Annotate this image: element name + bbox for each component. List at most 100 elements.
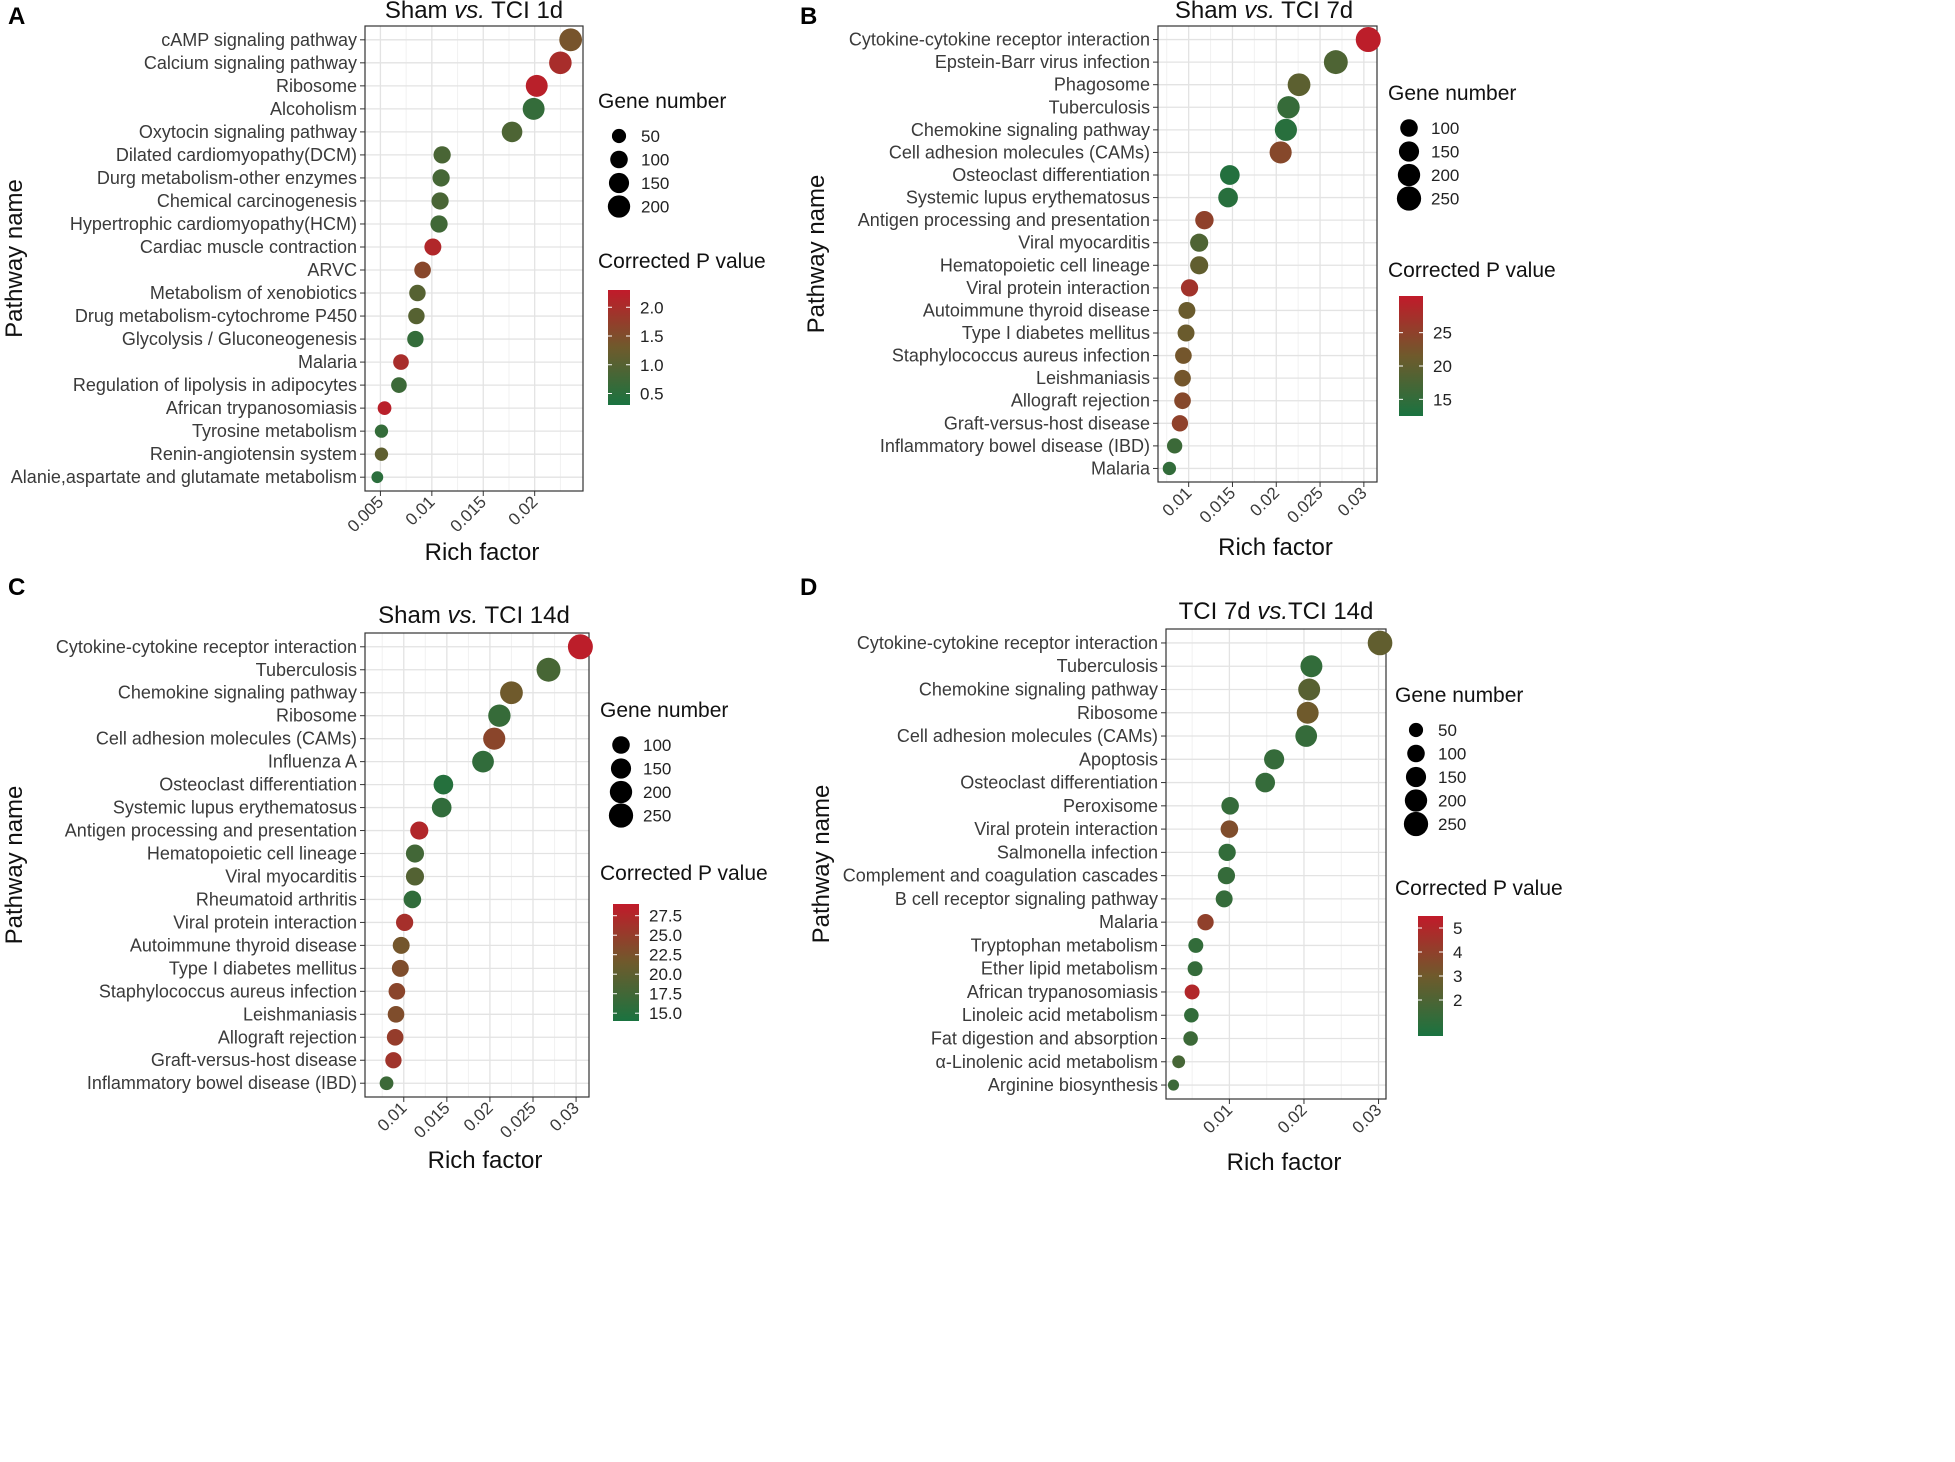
y-tick-label: Allograft rejection [218,1027,357,1047]
y-tick-label: Systemic lupus erythematosus [906,188,1150,208]
data-point [1171,415,1189,432]
y-tick-label: Alcoholism [270,99,357,119]
y-tick-label: Chemical carcinogenesis [157,191,357,211]
y-tick-label: Allograft rejection [1011,391,1150,411]
data-point [414,261,431,279]
size-legend-label: 50 [641,127,660,146]
panel-a: A Sham vs. TCI 1d cAMP signaling pathway Ca… [1,0,766,566]
x-tick-label: 0.025 [1283,483,1327,527]
size-legend-label: 100 [643,736,671,755]
y-tick-label: Systemic lupus erythematosus [113,798,357,818]
panel-label: D [800,574,817,601]
y-tick-label: Antigen processing and presentation [858,210,1150,230]
y-tick-label: Staphylococcus aureus infection [99,981,357,1001]
y-tick-label: Ribosome [276,706,357,726]
y-tick-label: Tuberculosis [1057,656,1158,676]
size-legend-key [1396,186,1422,211]
panel-label: C [8,574,25,601]
x-axis-label: Rich factor [1218,534,1333,561]
size-legend-key [609,780,633,804]
y-tick-label: Tuberculosis [256,660,357,680]
color-legend-title: Corrected P value [1388,259,1556,282]
y-tick-label: Chemokine signaling pathway [118,683,357,703]
data-point [1287,73,1311,97]
y-tick-label: Osteoclast differentiation [159,775,357,795]
y-tick-label: Chemokine signaling pathway [911,120,1150,140]
title-part: Sham [378,602,447,629]
data-point [1166,438,1183,454]
y-axis-label: Pathway name [1,179,28,338]
x-tick-label: 0.02 [460,1098,497,1135]
data-point [403,890,422,909]
data-point [559,28,583,52]
color-legend-label: 1.0 [640,356,664,375]
x-tick-label: 0.01 [1199,1100,1236,1137]
data-point [433,146,451,164]
y-tick-label: Osteoclast differentiation [952,165,1150,185]
size-legend-label: 150 [643,760,671,779]
y-tick-label: Cytokine-cytokine receptor interaction [849,30,1150,50]
color-legend-label: 17.5 [649,985,682,1004]
plot-area [1158,26,1377,482]
y-tick-label: African trypanosomiasis [967,982,1158,1002]
y-tick-label: Antigen processing and presentation [65,821,357,841]
y-tick-label: Malaria [1099,912,1159,932]
y-tick-label: Calcium signaling pathway [144,53,357,73]
y-tick-label: Staphylococcus aureus infection [892,346,1150,366]
color-legend-label: 1.5 [640,327,664,346]
y-tick-label: Cytokine-cytokine receptor interaction [56,637,357,657]
data-point [549,51,572,75]
y-tick-label: Glycolysis / Gluconeogenesis [122,329,357,349]
data-point [386,1028,404,1046]
data-point [392,936,410,954]
data-point [371,471,384,484]
x-tick-label: 0.03 [546,1098,583,1135]
data-point [385,1052,402,1069]
data-point [1298,678,1321,701]
data-point [391,959,409,977]
data-point [405,844,425,863]
color-legend-bar [608,290,630,405]
title-vs: vs. [1244,0,1275,24]
panel-b: B Sham vs. TCI 7d Cytokine-cytokine recept… [800,0,1556,561]
y-tick-label: Hypertrophic cardiomyopathy(HCM) [70,214,357,234]
plot-border [1165,628,1387,1100]
y-tick-label: Arginine biosynthesis [988,1075,1158,1095]
data-point [1172,1055,1186,1069]
size-legend-label: 150 [1431,143,1459,162]
size-legend-label: 200 [641,198,669,217]
y-tick-label: Ribosome [1077,703,1158,723]
plot-area [1166,629,1386,1099]
size-legend-title: Gene number [598,90,726,113]
x-tick-label: 0.015 [447,492,491,536]
color-legend-label: 20.0 [649,965,682,984]
color-legend-label: 27.5 [649,907,682,926]
size-legend-key [1408,722,1424,738]
y-tick-label: α-Linolenic acid metabolism [935,1052,1158,1072]
y-tick-label: Type I diabetes mellitus [169,958,357,978]
y-tick-label: Dilated cardiomyopathy(DCM) [116,145,357,165]
size-legend-label: 150 [641,174,669,193]
y-axis-label: Pathway name [1,786,28,945]
y-axis-label: Pathway name [808,785,835,944]
y-tick-label: Autoimmune thyroid disease [923,300,1150,320]
y-tick-label: Hematopoietic cell lineage [147,844,357,864]
data-point [1355,27,1381,53]
y-tick-label: Ether lipid metabolism [981,959,1158,979]
data-point [395,913,414,932]
data-point [387,1005,405,1023]
data-point [1175,347,1192,364]
y-tick-label: Malaria [1091,458,1151,478]
plot-area [365,26,583,491]
data-point [1221,797,1239,815]
size-legend-key [611,128,627,144]
x-tick-label: 0.02 [1246,483,1283,520]
size-legend-key [612,736,630,754]
data-point [536,657,561,682]
data-point [567,634,593,660]
size-legend-label: 100 [1431,119,1459,138]
data-point [488,704,511,727]
y-tick-label: Ribosome [276,76,357,96]
y-tick-label: Cell adhesion molecules (CAMs) [897,726,1158,746]
data-point [433,774,454,795]
